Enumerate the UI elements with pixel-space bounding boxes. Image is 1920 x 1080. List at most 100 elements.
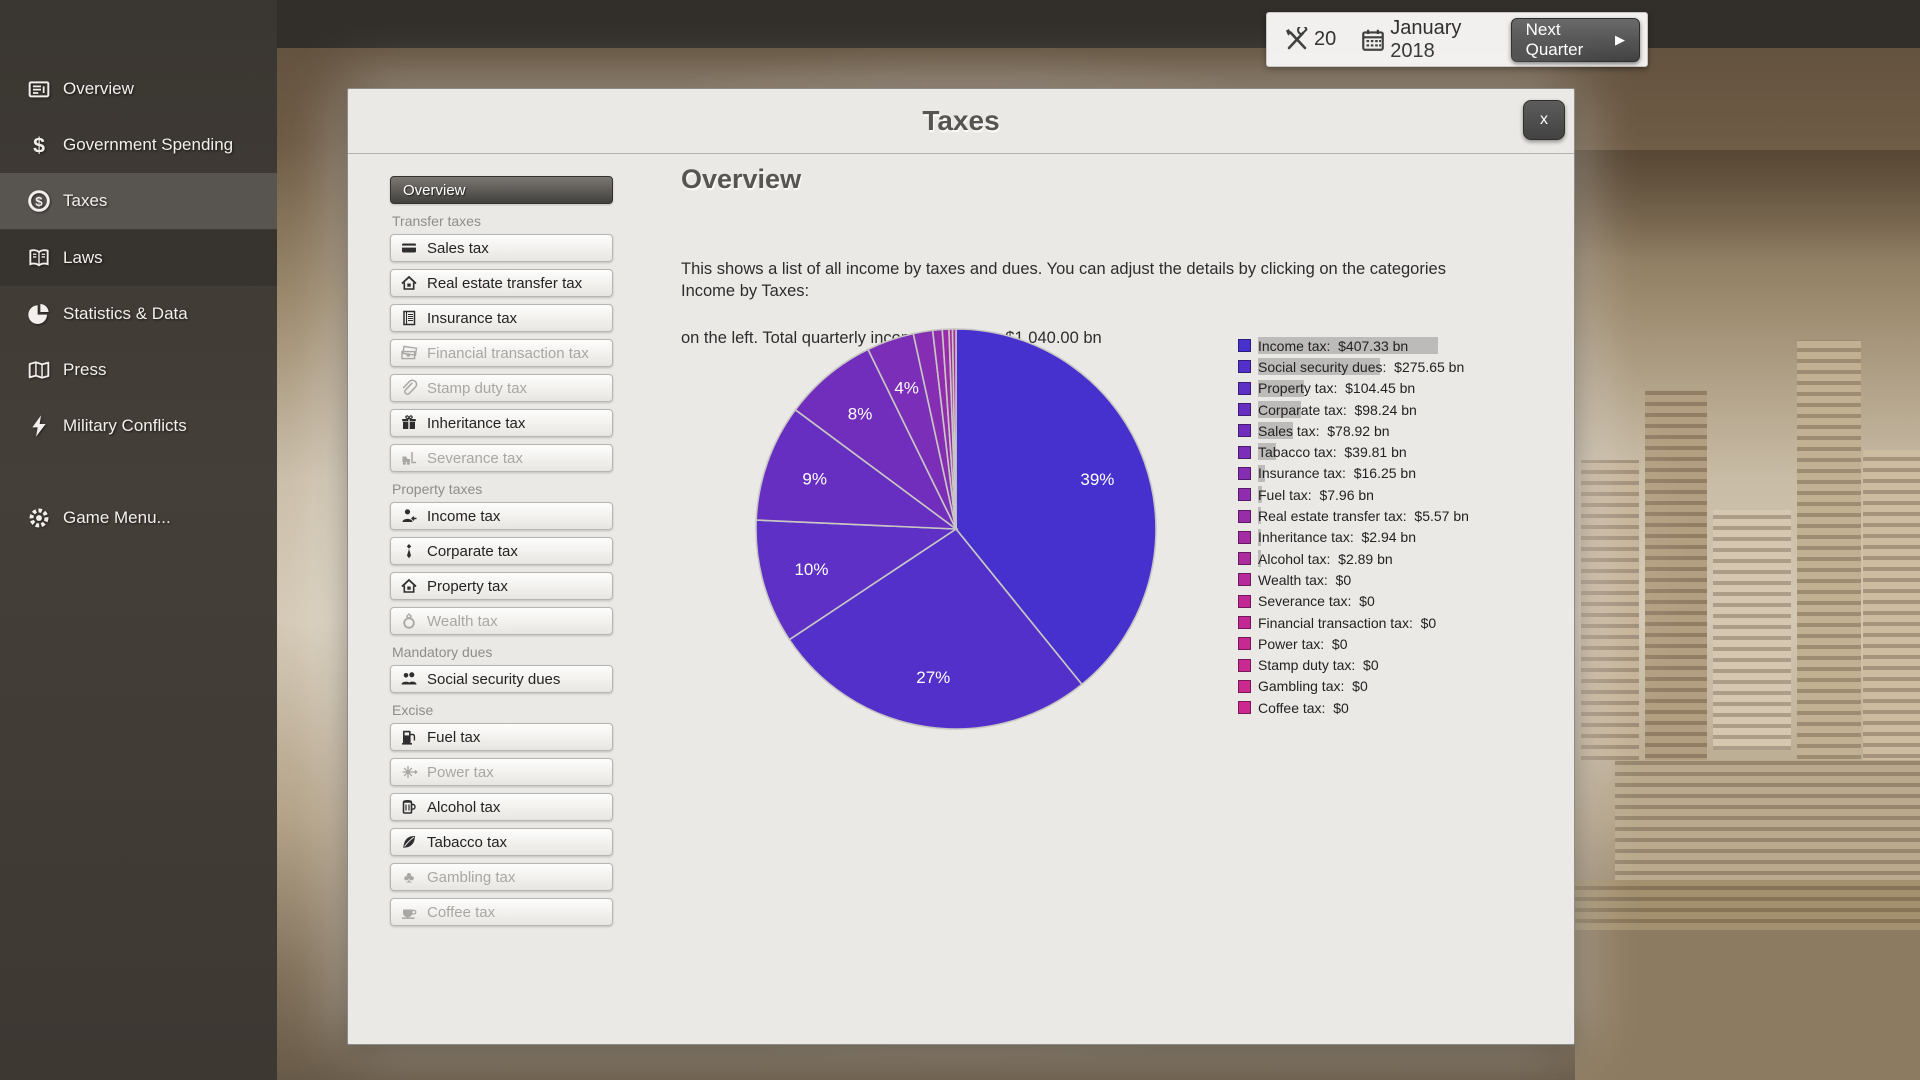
tax-button-income-tax[interactable]: Income tax [390,502,613,530]
close-button[interactable]: x [1523,100,1565,140]
legend-swatch [1238,552,1251,566]
tax-button-fuel-tax[interactable]: Fuel tax [390,723,613,751]
top-toolbar: 20 January 2018 Next Quarter ▶ [1266,12,1648,67]
pie-percent-label: 39% [1080,470,1114,489]
legend-label: Stamp duty tax: $0 [1258,657,1379,674]
legend-row-corparate-tax: Corparate tax: $98.24 bn [1238,399,1469,420]
sidebar-item-press[interactable]: Press [0,342,277,398]
tax-section-label: Excise [392,702,434,718]
tax-button-coffee-tax[interactable]: Coffee tax [390,898,613,926]
tools-money-icon [1284,26,1310,53]
tax-button-label: Sales tax [427,239,489,257]
legend-value-bar [1258,337,1438,354]
legend-swatch [1238,530,1251,544]
tax-button-property-tax[interactable]: Property tax [390,572,613,600]
legend-value-bar [1258,549,1261,567]
legend-swatch [1238,679,1251,693]
legend-swatch [1238,360,1251,374]
tax-button-gambling-tax[interactable]: ♣ Gambling tax [390,863,613,891]
tax-button-tabacco-tax[interactable]: Tabacco tax [390,828,613,856]
money-value: 20 [1314,28,1337,50]
tax-button-wealth-tax[interactable]: Wealth tax [390,607,613,635]
sidebar-item-government-spending[interactable]: $ Government Spending [0,117,277,173]
sidebar-item-label: Government Spending [63,135,234,155]
tax-button-alcohol-tax[interactable]: Alcohol tax [390,793,613,821]
tax-button-label: Inheritance tax [427,414,526,432]
legend-swatch [1238,573,1251,587]
book-icon [27,246,51,270]
legend-row-coffee-tax: Coffee tax: $0 [1238,697,1469,718]
legend-label: Financial transaction tax: $0 [1258,614,1437,631]
pie-slice-corparate-tax [755,408,959,530]
sidebar-item-military-conflicts[interactable]: Military Conflicts [0,398,277,454]
legend-row-power-tax: Power tax: $0 [1238,633,1469,654]
house-icon [400,577,418,595]
tax-section-label: Transfer taxes [392,213,481,229]
sidebar-item-label: Game Menu... [63,508,171,527]
legend-row-gambling-tax: Gambling tax: $0 [1238,676,1469,697]
tax-button-financial-transaction-tax[interactable]: Financial transaction tax [390,339,613,367]
people-icon [400,670,418,688]
tax-button-sales-tax[interactable]: Sales tax [390,234,613,262]
legend-label: Property tax: $104.45 bn [1258,380,1416,397]
tax-button-label: Severance tax [427,449,523,467]
tax-button-label: Property tax [427,577,508,595]
sidebar-item-game-menu[interactable]: Game Menu... [0,490,277,546]
legend-label: Wealth tax: $0 [1258,571,1352,588]
tax-button-real-estate-transfer-tax[interactable]: Real estate transfer tax [390,269,613,297]
legend-label: Fuel tax: $7.96 bn [1258,486,1374,503]
play-arrow-icon: ▶ [1615,31,1625,47]
tax-button-social-security-dues[interactable]: Social security dues [390,665,613,693]
legend-row-sales-tax: Sales tax: $78.92 bn [1238,420,1469,441]
person-icon [400,507,418,525]
chart-caption: Income by Taxes: [681,282,810,300]
tax-button-label: Tabacco tax [427,833,508,851]
ledger-icon [400,309,418,327]
pie-percent-label: 9% [802,470,827,489]
legend-label: Income tax: $407.33 bn [1258,337,1409,354]
tax-button-severance-tax[interactable]: Severance tax [390,444,613,472]
legend-row-financial-transaction-tax: Financial transaction tax: $0 [1238,612,1469,633]
tax-button-label: Insurance tax [427,309,518,327]
coffee-icon [400,903,418,921]
pie-percent-label: 8% [848,405,873,424]
tax-button-insurance-tax[interactable]: Insurance tax [390,304,613,332]
overview-heading: Overview [681,164,802,194]
legend-value-bar [1258,400,1302,418]
legend-swatch [1238,616,1251,629]
legend-row-tabacco-tax: Tabacco tax: $39.81 bn [1238,441,1469,462]
tax-button-label: Financial transaction tax [427,344,589,362]
sidebar-item-label: Laws [63,247,103,267]
tax-button-label: Real estate transfer tax [427,274,583,292]
sidebar-item-statistics-data[interactable]: Statistics & Data [0,286,277,342]
legend-row-severance-tax: Severance tax: $0 [1238,591,1469,612]
legend-row-inheritance-tax: Inheritance tax: $2.94 bn [1238,527,1469,548]
tax-button-corparate-tax[interactable]: Corparate tax [390,537,613,565]
legend-value-bar [1258,486,1262,504]
tax-button-inheritance-tax[interactable]: Inheritance tax [390,409,613,437]
dialog-titlebar: Taxes x [348,89,1574,154]
tax-button-label: Corparate tax [427,542,518,560]
date-value: January 2018 [1390,16,1462,62]
next-quarter-button[interactable]: Next Quarter ▶ [1510,17,1640,62]
tax-button-power-tax[interactable]: Power tax [390,758,613,786]
sidebar-item-laws[interactable]: Laws [0,229,277,286]
svg-text:$: $ [33,134,45,158]
pie-slice-alcohol-tax [951,328,957,530]
piechart-icon [27,302,51,326]
tax-button-stamp-duty-tax[interactable]: Stamp duty tax [390,374,613,402]
sidebar-item-overview[interactable]: Overview [0,61,277,117]
legend-label: Coffee tax: $0 [1258,699,1349,716]
ring-icon [400,612,418,630]
tax-nav-overview-button[interactable]: Overview [390,176,613,204]
sidebar-item-taxes[interactable]: $ Taxes [0,173,277,230]
tax-button-label: Wealth tax [427,612,498,630]
close-icon: x [1540,111,1548,128]
tax-button-label: Income tax [427,507,501,525]
fuel-pump-icon [400,728,418,746]
pie-slice-income-tax [955,328,1157,686]
legend-row-income-tax: Income tax: $407.33 bn [1238,335,1469,356]
sidebar-item-label: Overview [63,79,134,98]
beer-icon [400,798,418,816]
